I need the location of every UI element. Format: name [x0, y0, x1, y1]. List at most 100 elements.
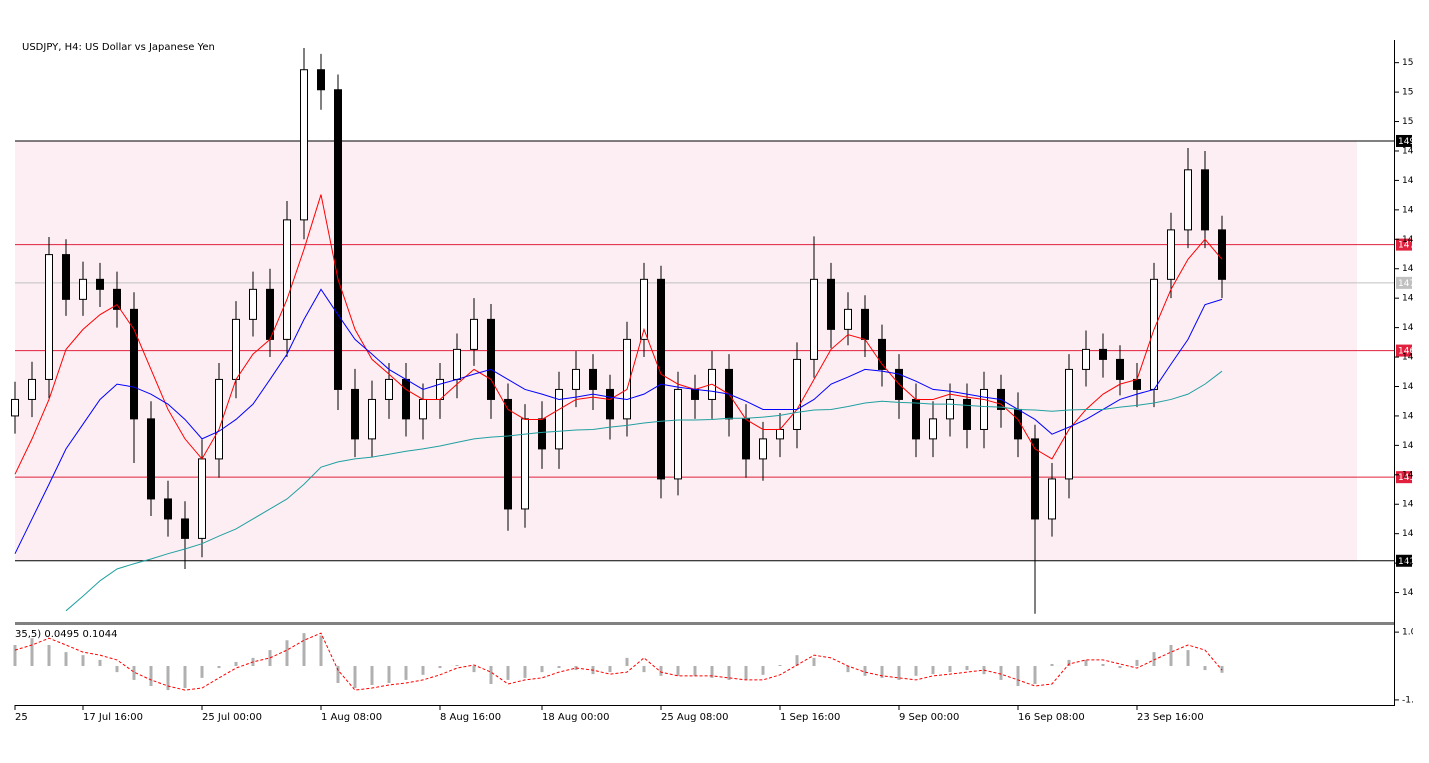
indicator-bar	[778, 665, 782, 667]
candle-body	[980, 388, 988, 430]
candle-body	[1116, 358, 1124, 380]
x-tick-label: 17 Jul 16:00	[83, 712, 143, 723]
indicator-bar	[370, 666, 374, 685]
indicator-label: 35,5) 0.0495 0.1044	[15, 629, 118, 640]
candle-body	[300, 69, 308, 221]
candle-body	[878, 338, 886, 370]
candle-body	[1082, 348, 1090, 370]
indicator-bar	[387, 666, 391, 683]
y-tick-label: 149.00	[1402, 176, 1429, 186]
indicator-tick-label: -1.0000	[1402, 695, 1429, 705]
indicator-bar	[761, 666, 765, 675]
indicator-bar	[693, 666, 697, 676]
y-tick-label: 147.00	[1402, 294, 1429, 304]
candle-body	[504, 398, 512, 510]
y-tick-label: 142.50	[1402, 559, 1429, 569]
indicator-bar	[217, 666, 221, 669]
indicator-bar	[438, 666, 442, 669]
indicator-bar	[1118, 666, 1122, 669]
candle-body	[674, 388, 682, 480]
candle-body	[572, 368, 580, 390]
x-tick-label: 16 Sep 08:00	[1018, 712, 1085, 723]
candle-body	[147, 418, 155, 500]
indicator-bar	[676, 666, 680, 676]
candle-body	[368, 398, 376, 440]
indicator-bar	[999, 666, 1003, 680]
candle-body	[929, 418, 937, 440]
indicator-bar	[132, 666, 136, 680]
candle-body	[1150, 278, 1158, 390]
indicator-tick-label: 1.0000	[1402, 628, 1429, 638]
candle-body	[963, 398, 971, 430]
candle-body	[793, 358, 801, 430]
indicator-bar	[914, 666, 918, 676]
y-tick-label: 148.50	[1402, 205, 1429, 215]
candle-body	[1218, 229, 1226, 280]
candle-body	[1031, 438, 1039, 520]
candle-body	[861, 308, 869, 340]
indicator-bar	[81, 655, 85, 667]
y-tick-label: 145.00	[1402, 411, 1429, 421]
indicator-bar	[200, 666, 204, 678]
x-tick-label: 23 Sep 16:00	[1137, 712, 1204, 723]
indicator-bar	[557, 666, 561, 669]
indicator-bar	[948, 666, 952, 673]
x-tick-label: 9 Sep 00:00	[899, 712, 959, 723]
indicator-bar	[472, 666, 476, 673]
price-box-label: 147.26	[1398, 279, 1429, 289]
candle-body	[181, 518, 189, 539]
indicator-bar	[863, 666, 867, 676]
candle-body	[164, 498, 172, 520]
indicator-bar	[897, 666, 901, 680]
x-tick-label: 25	[15, 712, 28, 723]
price-box	[1396, 554, 1412, 567]
candle-body	[1099, 348, 1107, 360]
candle-body	[1184, 169, 1192, 231]
candle-body	[436, 378, 444, 400]
indicator-bar	[540, 666, 544, 673]
y-tick-label: 145.50	[1402, 382, 1429, 392]
candle-body	[198, 458, 206, 539]
indicator-bar	[1203, 666, 1207, 671]
candle-body	[776, 428, 784, 440]
candle-body	[657, 278, 665, 480]
indicator-bar	[625, 657, 629, 667]
indicator-bar	[13, 645, 17, 667]
indicator-bar	[659, 666, 663, 676]
indicator-bar	[812, 657, 816, 667]
candle-body	[912, 398, 920, 440]
candle-body	[640, 278, 648, 340]
candle-body	[521, 418, 529, 510]
indicator-bar	[115, 666, 119, 673]
price-box	[1396, 238, 1412, 251]
candle-body	[45, 254, 53, 380]
candle-body	[232, 318, 240, 380]
indicator-bar	[268, 650, 272, 667]
candle-body	[742, 418, 750, 460]
candle-body	[470, 318, 478, 350]
candle-body	[810, 278, 818, 360]
indicator-bar	[285, 640, 289, 667]
y-tick-label: 143.50	[1402, 500, 1429, 510]
indicator-bar	[795, 655, 799, 667]
indicator-bar	[336, 666, 340, 683]
y-tick-label: 146.50	[1402, 323, 1429, 333]
indicator-bar	[1186, 650, 1190, 667]
price-box	[1396, 344, 1412, 357]
indicator-bar	[319, 635, 323, 667]
candle-body	[453, 348, 461, 380]
indicator-bar	[1169, 645, 1173, 667]
candle-body	[385, 378, 393, 400]
indicator-bar	[846, 666, 850, 673]
y-tick-label: 148.00	[1402, 235, 1429, 245]
indicator-bar	[421, 666, 425, 675]
y-tick-label: 147.50	[1402, 264, 1429, 274]
indicator-bar	[47, 645, 51, 667]
indicator-bar	[965, 666, 969, 671]
indicator-bar	[166, 666, 170, 691]
candle-body	[759, 438, 767, 460]
x-tick-label: 25 Jul 00:00	[202, 712, 262, 723]
indicator-bar	[523, 666, 527, 678]
price-box-label: 146.11	[1398, 347, 1429, 357]
